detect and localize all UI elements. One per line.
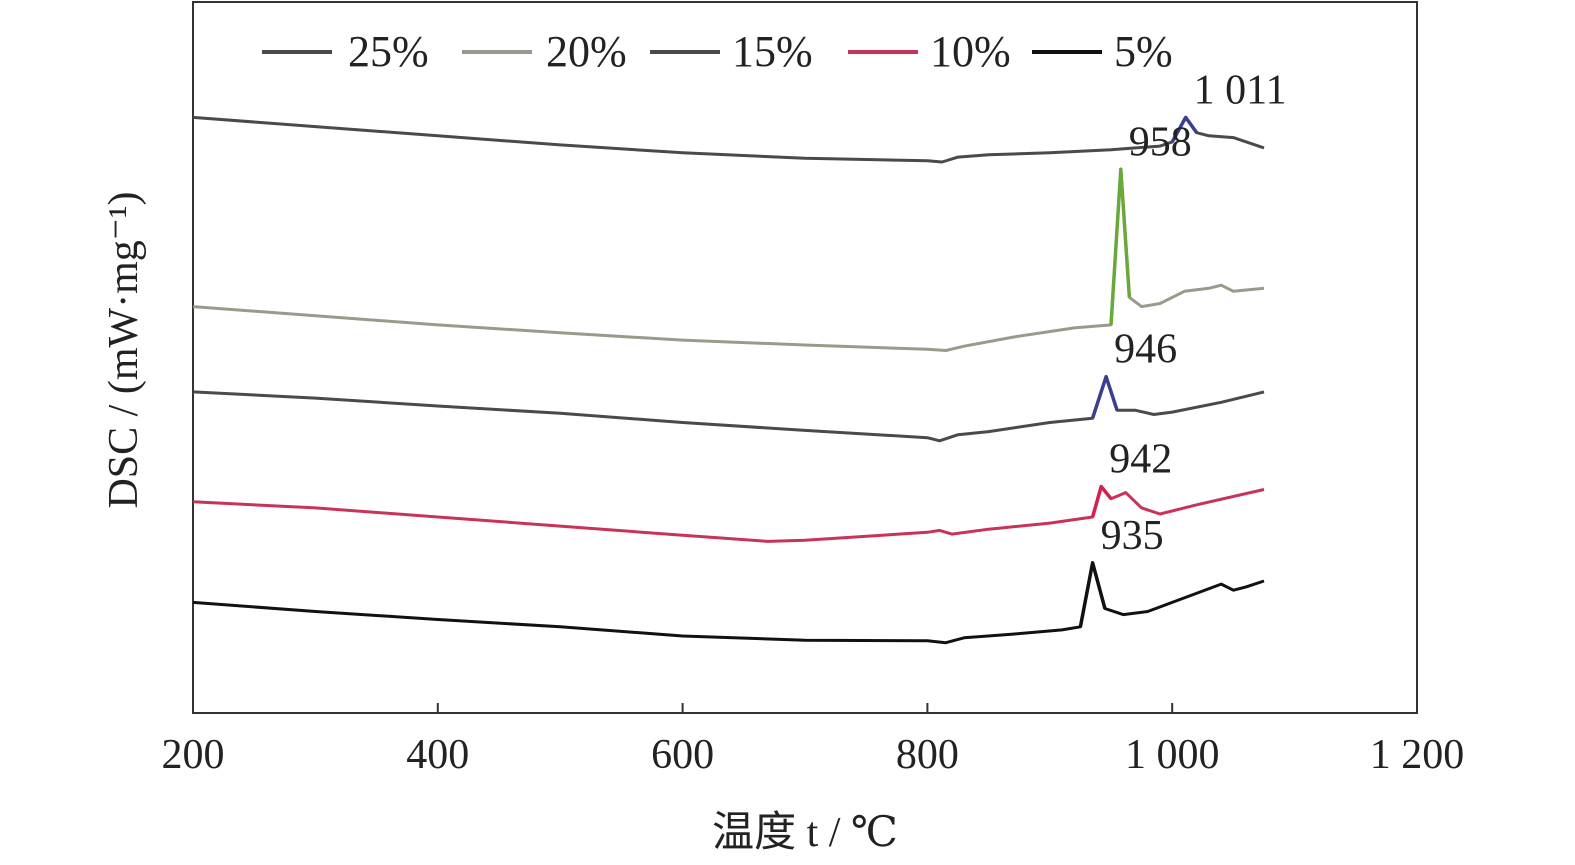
peak-label: 935	[1101, 513, 1164, 559]
legend-label: 5%	[1114, 27, 1173, 76]
series-line-4	[192, 561, 1265, 645]
legend: 25% 20% 15% 10% 5%	[262, 27, 1173, 76]
series-line-3	[192, 485, 1265, 543]
peak-label: 942	[1109, 437, 1172, 483]
series-line-2	[192, 375, 1265, 443]
series-line-0	[192, 115, 1265, 164]
series-peak-1	[1109, 167, 1132, 326]
x-tick-label: 1 000	[1125, 732, 1220, 778]
x-tick-label: 200	[162, 732, 225, 778]
peak-label: 958	[1129, 119, 1192, 165]
series-peak-2	[1090, 374, 1119, 419]
series-peak-0	[1170, 115, 1199, 143]
series-lines	[192, 115, 1265, 645]
x-ticks: 200 400 600 800 1 000 1 200	[162, 703, 1465, 778]
legend-label: 15%	[732, 27, 813, 76]
x-tick-label: 800	[896, 732, 959, 778]
peak-label: 946	[1114, 327, 1177, 373]
x-tick-label: 600	[651, 732, 714, 778]
legend-label: 25%	[348, 27, 429, 76]
legend-label: 10%	[930, 27, 1011, 76]
y-axis-title: DSC / (mW·mg⁻¹)	[101, 191, 147, 508]
x-tick-label: 1 200	[1370, 732, 1465, 778]
series-line-1	[192, 167, 1265, 352]
series-peak-4	[1078, 561, 1107, 628]
x-tick-label: 400	[406, 732, 469, 778]
plot-frame	[192, 1, 1418, 714]
peak-label: 1 011	[1194, 67, 1287, 113]
series-peak-3	[1090, 484, 1113, 518]
x-axis-title: 温度 t / ℃	[712, 810, 898, 856]
legend-label: 20%	[546, 27, 627, 76]
